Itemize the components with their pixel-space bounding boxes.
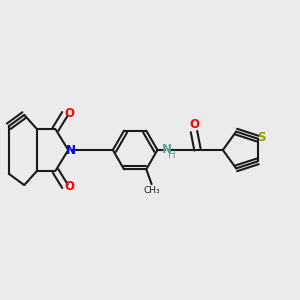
Text: O: O [189, 118, 199, 131]
Text: N: N [66, 143, 76, 157]
Text: N: N [162, 142, 172, 156]
Text: O: O [64, 180, 74, 194]
Text: S: S [257, 131, 266, 144]
Text: CH₃: CH₃ [143, 186, 160, 195]
Text: O: O [64, 106, 74, 120]
Text: H: H [168, 150, 176, 160]
